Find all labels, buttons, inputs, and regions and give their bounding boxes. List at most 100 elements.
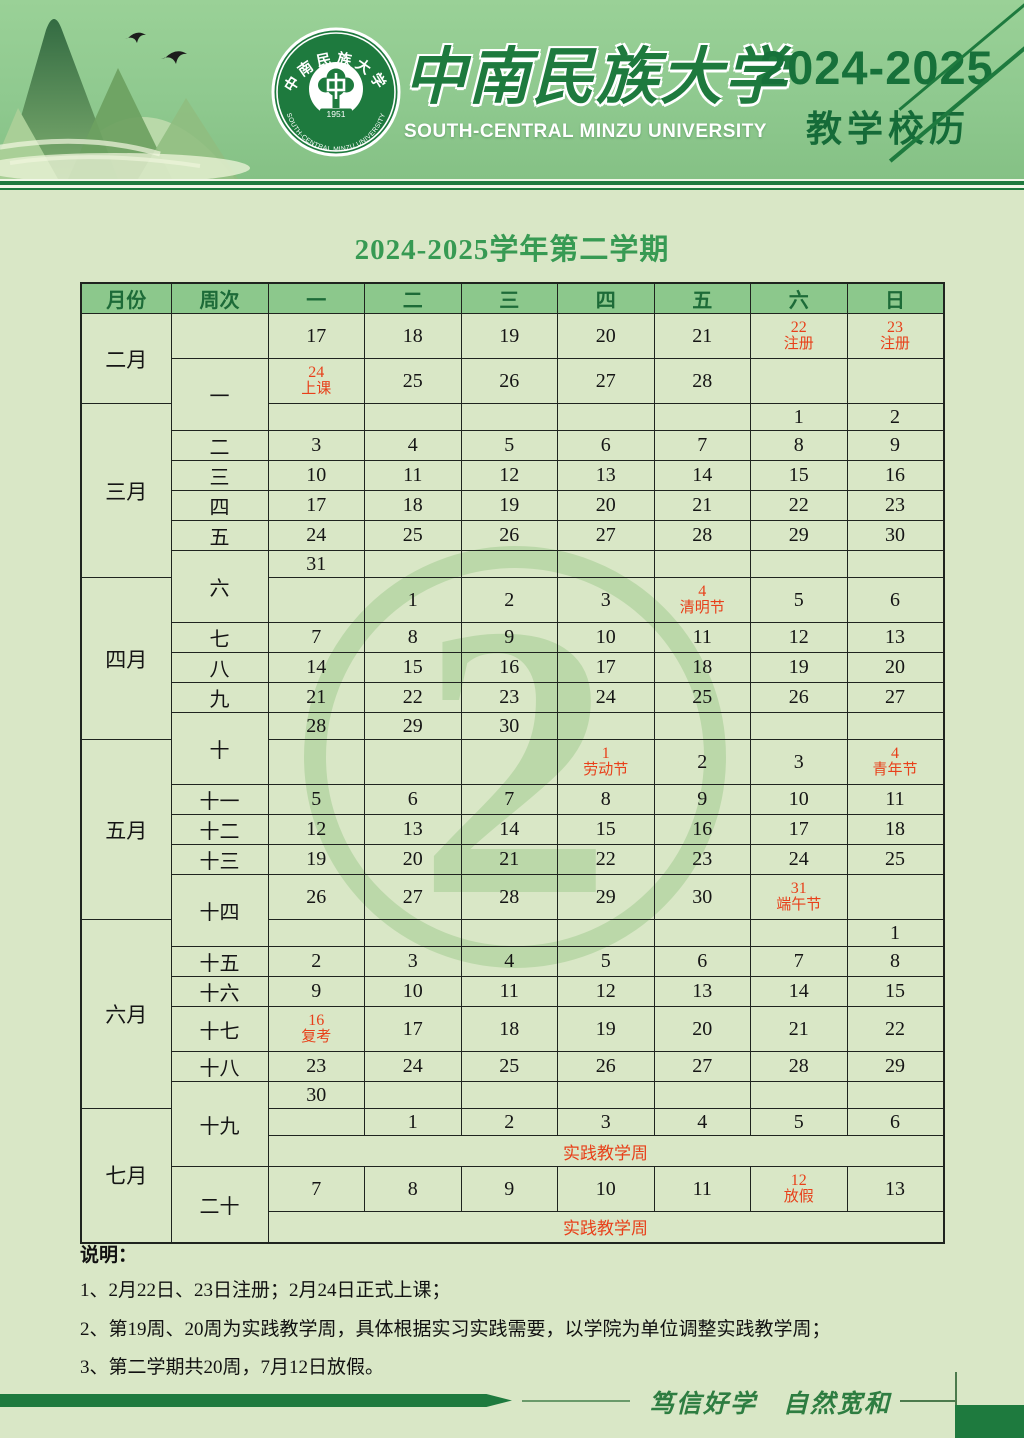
date-cell: 8: [364, 1166, 462, 1212]
date-cell: 3: [557, 1108, 655, 1136]
date-cell: 26: [557, 1051, 655, 1082]
date-cell: 7: [267, 622, 365, 653]
holiday-label: 端午节: [776, 897, 822, 914]
week-cell: 一: [170, 358, 269, 431]
date-cell: [267, 403, 365, 431]
notes-label: 说明：: [80, 1245, 138, 1266]
date-cell: 9: [460, 622, 558, 653]
date-cell: 15: [846, 976, 944, 1007]
date-cell: 2: [460, 577, 558, 623]
date-cell: 27: [364, 874, 462, 920]
column-header: 二: [364, 282, 462, 314]
date-cell: 18: [653, 652, 751, 683]
calendar-row: 四 17 18 19 20 21 22 23: [81, 490, 944, 521]
holiday-date: 12: [790, 1171, 807, 1189]
university-name-en: SOUTH-CENTRAL MINZU UNIVERSITY: [404, 121, 767, 142]
holiday-date: 23: [887, 318, 903, 336]
calendar-row: 十九 30: [81, 1081, 944, 1167]
date-cell: 1: [750, 403, 848, 431]
date-cell: 9: [846, 430, 944, 461]
date-cell: 27: [557, 358, 655, 404]
date-cell: 20: [557, 313, 655, 359]
date-cell: 7: [653, 430, 751, 461]
date-cell: 20: [653, 1006, 751, 1052]
week-cell: 二: [170, 430, 269, 461]
date-cell: [364, 919, 462, 947]
date-cell: 6: [846, 577, 944, 623]
date-cell: 14: [653, 460, 751, 491]
date-cell: 3: [364, 946, 462, 977]
calendar-row: 十七 16 复考 17 18 19 20 21 22: [81, 1006, 944, 1052]
holiday-date: 1: [601, 744, 610, 762]
week-cell: 七: [170, 622, 269, 653]
date-cell: 11: [364, 460, 462, 491]
date-cell: 27: [557, 520, 655, 551]
column-header: 周次: [170, 282, 269, 314]
date-cell: 5: [267, 784, 365, 815]
date-cell: 21: [267, 682, 365, 713]
calendar-row: 六 31: [81, 550, 944, 623]
month-cell: 七月: [80, 1108, 172, 1243]
date-cell: 19: [460, 490, 558, 521]
date-cell: 12: [750, 622, 848, 653]
calendar-row: 十四 26 27 28 29 30 31 端午节: [81, 874, 944, 947]
date-cell: 2: [267, 946, 365, 977]
date-cell: 20: [557, 490, 655, 521]
week-cell: 十九: [170, 1081, 269, 1167]
week-cell: 五: [170, 520, 269, 551]
date-cell: [557, 403, 655, 431]
date-cell: 20: [364, 844, 462, 875]
stripe-divider: [0, 179, 1024, 190]
date-cell: 9: [460, 1166, 558, 1212]
week-cell: 八: [170, 652, 269, 683]
date-cell: 23: [460, 682, 558, 713]
holiday-date: 4: [891, 744, 899, 762]
calendar-row: 十 28 29 30: [81, 712, 944, 785]
date-cell: 5: [557, 946, 655, 977]
date-cell: 2: [653, 739, 751, 785]
week-cell: 十: [170, 712, 269, 785]
calendar-row: 二月 17 18 19 20 21 22 注册 23 注册: [80, 313, 944, 404]
masthead: 1951 中南民族大学 SOUTH-CENTRAL MINZU UNIVERSI…: [0, 0, 1024, 179]
date-cell: [460, 403, 558, 431]
academic-years: 2024-2025: [760, 41, 994, 94]
date-cell: 3: [750, 739, 848, 785]
footer-corner-square: [955, 1405, 1024, 1438]
date-cell: 21: [653, 313, 751, 359]
calendar-row: 二十 7 8 9 10 11 12 放假 13: [81, 1166, 944, 1243]
date-cell: 27: [846, 682, 944, 713]
date-cell: [460, 739, 558, 785]
date-cell: 25: [364, 358, 462, 404]
date-cell: 3: [557, 577, 655, 623]
date-cell: [557, 550, 655, 578]
date-cell: 7: [460, 784, 558, 815]
date-cell: 29: [846, 1051, 944, 1082]
date-cell: 15: [364, 652, 462, 683]
calendar-row: 六月 1: [80, 919, 944, 1109]
date-cell: 17: [364, 1006, 462, 1052]
holiday-label: 清明节: [679, 600, 725, 617]
date-cell: 20: [846, 652, 944, 683]
date-cell: 21: [653, 490, 751, 521]
date-cell: 26: [750, 682, 848, 713]
calendar-row: 十一 5 6 7 8 9 10 11: [81, 784, 944, 815]
week-cell: 二十: [170, 1166, 269, 1243]
date-cell: 28: [750, 1051, 848, 1082]
week-cell: 十四: [170, 874, 269, 947]
date-cell: 12 放假: [750, 1166, 848, 1212]
date-cell: 24: [557, 682, 655, 713]
holiday-label: 放假: [783, 1189, 814, 1206]
date-cell: 31: [267, 550, 365, 578]
date-cell: 16: [653, 814, 751, 845]
week-cell: 六: [170, 550, 269, 623]
note-item: 2、第19周、20周为实践教学周，具体根据实习实践需要，以学院为单位调整实践教学…: [80, 1318, 831, 1340]
date-cell: [750, 919, 848, 947]
date-cell: 30: [653, 874, 751, 920]
week-cell: 十二: [170, 814, 269, 845]
week-cell: 十七: [170, 1006, 269, 1052]
holiday-label: 上课: [301, 381, 332, 398]
calendar-row: 七月 1 2 3 4 5 6: [80, 1108, 944, 1243]
logo-year: 1951: [327, 109, 346, 119]
date-cell: 19: [557, 1006, 655, 1052]
date-cell: 13: [653, 976, 751, 1007]
